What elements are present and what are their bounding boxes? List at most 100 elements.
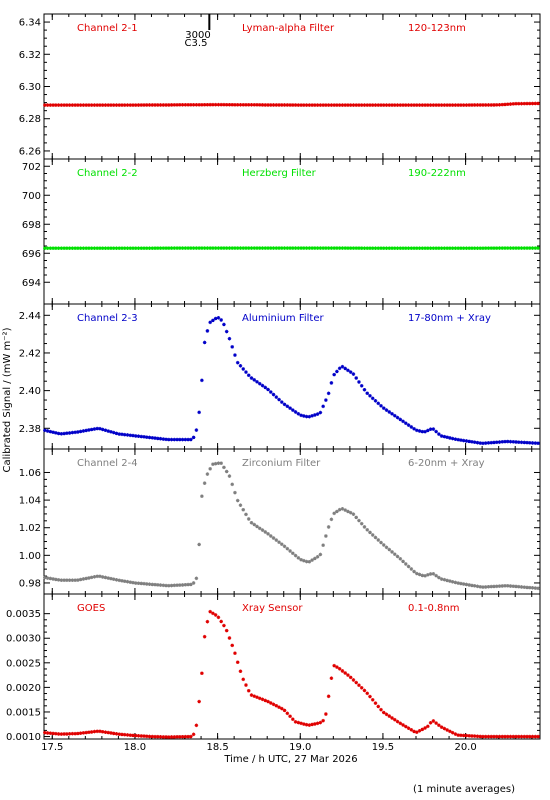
data-point [398,557,402,561]
data-point [101,428,105,432]
data-point [321,719,325,723]
data-point [206,620,210,624]
data-point [291,551,295,555]
data-point [454,581,458,585]
data-point [327,392,331,396]
data-point [343,671,347,675]
x-tick-label: 18.5 [206,742,228,753]
data-point [263,386,267,390]
data-point [192,581,196,585]
x-tick-label: 17.5 [41,742,63,753]
data-point [360,686,364,690]
data-point [297,721,301,725]
data-point [407,565,411,569]
data-point [404,562,408,566]
data-point [236,499,240,503]
data-point [195,724,199,728]
data-point [239,669,243,673]
data-point [272,536,276,540]
panel-label: Xray Sensor [242,603,303,614]
data-point [247,517,251,521]
data-point [368,531,372,535]
data-point [236,660,240,664]
data-point [418,429,422,433]
y-tick-label: 0.0015 [6,707,41,718]
data-series [43,102,540,107]
data-point [286,547,290,551]
data-point [217,316,221,320]
data-point [208,467,212,471]
data-point [280,707,284,711]
y-tick-label: 0.0010 [6,732,41,743]
y-tick-label: 0.0020 [6,683,41,694]
data-point [123,579,127,583]
panel-label: Aluminium Filter [242,313,325,324]
panel-label: Channel 2-1 [77,23,138,34]
data-point [84,577,88,581]
data-point [437,723,441,727]
data-point [387,548,391,552]
y-tick-label: 2.44 [19,311,41,322]
data-point [219,461,223,465]
data-point [258,526,262,530]
data-point [219,620,223,624]
data-point [434,430,438,434]
data-point [244,513,248,517]
y-tick-label: 0.0030 [6,634,41,645]
data-point [101,575,105,579]
data-point [335,370,339,374]
data-point [363,388,367,392]
data-point [360,522,364,526]
data-point [341,365,345,369]
panel-frame [44,159,540,304]
data-point [371,396,375,400]
data-point [379,708,383,712]
data-point [54,578,58,582]
panel-label: Lyman-alpha Filter [242,23,335,34]
data-point [374,399,378,403]
data-point [404,421,408,425]
data-point [200,378,204,382]
panel-label: GOES [77,603,105,614]
data-point [49,577,53,581]
data-point [363,689,367,693]
data-point [219,318,223,322]
data-point [349,370,353,374]
data-point [393,718,397,722]
data-point [76,578,80,582]
panels-layer: 6.266.286.306.326.34 Channel 2-1 Lyman-alp… [6,14,540,743]
data-point [437,432,441,436]
data-point [51,430,55,434]
data-point [462,582,466,586]
data-point [269,534,273,538]
panel-label: 0.1-0.8nm [408,603,460,614]
data-point [432,427,436,431]
data-point [434,574,438,578]
data-point [332,373,336,377]
data-point [343,367,347,371]
data-point [128,580,132,584]
data-point [197,410,201,414]
data-series [43,610,540,739]
data-point [321,543,325,547]
data-point [43,576,47,580]
panel-label: Zirconium Filter [242,458,321,469]
y-tick-label: 6.28 [19,114,41,125]
data-point [401,560,405,564]
data-point [390,550,394,554]
data-point [316,555,320,559]
data-point [241,677,245,681]
data-point [79,430,83,434]
data-point [396,416,400,420]
data-point [440,577,444,581]
data-point [203,481,207,485]
data-point [302,722,306,726]
data-point [467,583,471,587]
data-point [112,577,116,581]
data-point [451,580,455,584]
y-tick-label: 0.0025 [6,658,41,669]
data-point [352,678,356,682]
data-point [459,582,463,586]
data-point [448,436,452,440]
